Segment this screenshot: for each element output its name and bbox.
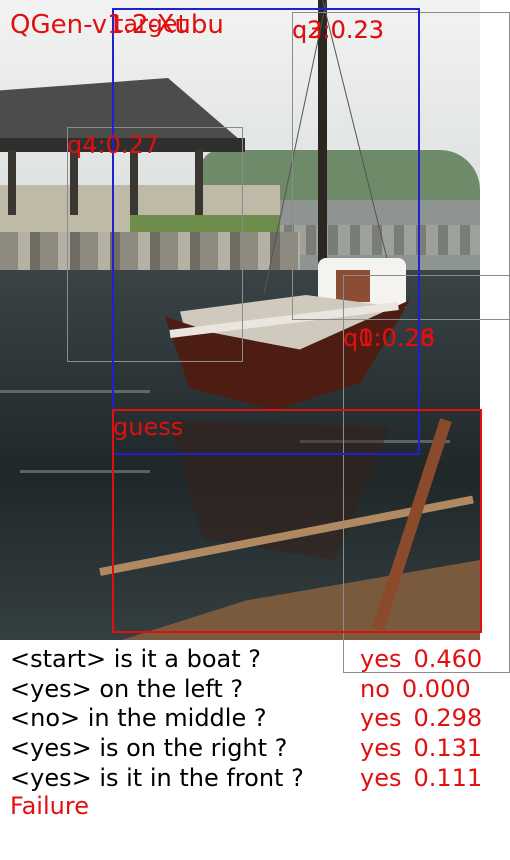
answer-value: yes bbox=[360, 704, 402, 732]
target-box bbox=[112, 8, 420, 455]
water-ripple bbox=[0, 390, 150, 393]
harbor-photo bbox=[0, 0, 480, 640]
answer-value: yes bbox=[360, 734, 402, 762]
q4-label: q4:0.27 bbox=[67, 131, 160, 159]
q0-label: q0:0.28 bbox=[343, 324, 436, 352]
pavilion-post bbox=[130, 150, 138, 215]
question-text: <yes> on the left ? bbox=[10, 675, 244, 703]
dialog-row: <yes> is it in the front ? yes 0.111 bbox=[10, 764, 500, 794]
pavilion-post bbox=[195, 150, 203, 215]
answer-value: yes bbox=[360, 764, 402, 792]
answer-probability: 0.298 bbox=[413, 704, 483, 732]
stone-wall bbox=[0, 232, 300, 277]
water-ripple bbox=[20, 470, 150, 473]
guess-box bbox=[112, 409, 482, 633]
dialog-row: <start> is it a boat ? yes 0.460 bbox=[10, 645, 500, 675]
pavilion-post bbox=[70, 150, 78, 215]
q3-label: q3:0.23 bbox=[292, 16, 385, 44]
answer-text: yes 0.460 bbox=[360, 645, 482, 673]
answer-value: no bbox=[360, 675, 390, 703]
answer-probability: 0.460 bbox=[413, 645, 483, 673]
q1-label: q1:0.26 bbox=[343, 324, 436, 352]
target-label: target bbox=[114, 10, 187, 38]
answer-text: yes 0.131 bbox=[360, 734, 482, 762]
answer-probability: 0.000 bbox=[401, 675, 471, 703]
candidate-box-q4 bbox=[67, 127, 243, 362]
question-text: <yes> is on the right ? bbox=[10, 734, 288, 762]
dialog-row: <no> in the middle ? yes 0.298 bbox=[10, 704, 500, 734]
dialog-row: <yes> is on the right ? yes 0.131 bbox=[10, 734, 500, 764]
answer-text: no 0.000 bbox=[360, 675, 471, 703]
answer-value: yes bbox=[360, 645, 402, 673]
pavilion-post bbox=[8, 150, 16, 215]
answer-probability: 0.111 bbox=[413, 764, 483, 792]
dialog-row: <yes> on the left ? no 0.000 bbox=[10, 675, 500, 705]
question-text: <yes> is it in the front ? bbox=[10, 764, 304, 792]
answer-text: yes 0.298 bbox=[360, 704, 482, 732]
water-ripple bbox=[300, 440, 450, 443]
pavilion-eave bbox=[0, 138, 245, 152]
mast bbox=[318, 0, 327, 300]
answer-text: yes 0.111 bbox=[360, 764, 482, 792]
result-status: Failure bbox=[10, 792, 89, 820]
question-text: <no> in the middle ? bbox=[10, 704, 267, 732]
guess-label: guess bbox=[113, 413, 184, 441]
q2-label: q2:0.23 bbox=[292, 16, 385, 44]
model-title: QGen-v1.2-Xubu bbox=[10, 10, 224, 40]
answer-probability: 0.131 bbox=[413, 734, 483, 762]
question-text: <start> is it a boat ? bbox=[10, 645, 261, 673]
